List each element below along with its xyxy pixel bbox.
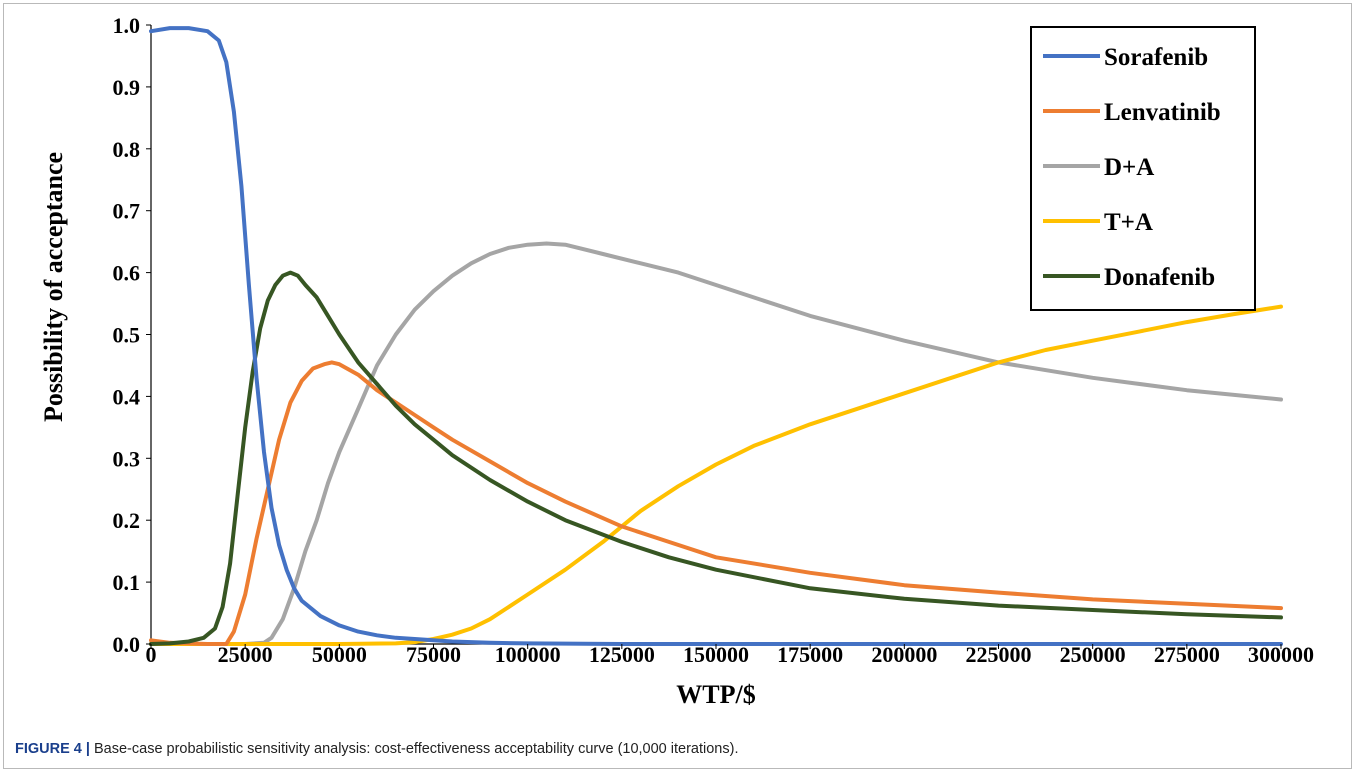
legend-label-donafenib: Donafenib — [1104, 264, 1215, 291]
y-tick-label: 0.0 — [113, 632, 141, 657]
y-tick-label: 0.5 — [113, 323, 141, 348]
x-tick-label: 150000 — [683, 642, 749, 667]
legend-label-t-a: T+A — [1104, 209, 1153, 236]
x-tick-label: 225000 — [966, 642, 1032, 667]
x-tick-label: 100000 — [495, 642, 561, 667]
y-tick-label: 0.1 — [113, 570, 141, 595]
x-tick-label: 125000 — [589, 642, 655, 667]
y-tick-label: 0.3 — [113, 446, 141, 471]
series-line-sorafenib — [149, 26, 1283, 646]
y-tick-label: 0.7 — [113, 199, 141, 224]
y-tick-label: 0.6 — [113, 261, 141, 286]
y-tick-label: 0.9 — [113, 75, 141, 100]
figure-frame — [3, 3, 1352, 769]
y-axis-title: Possibility of acceptance — [39, 152, 68, 422]
chart-series-layer — [149, 26, 1283, 646]
y-tick-label: 0.2 — [113, 508, 141, 533]
figure-caption-text: Base-case probabilistic sensitivity anal… — [89, 741, 739, 757]
x-tick-label: 200000 — [871, 642, 937, 667]
chart-ticks-layer: 0.0 0.1 0.2 0.3 0.4 0.5 0.6 0.7 0.8 0.9 1.0 0 25000 5… — [113, 13, 1315, 667]
x-tick-label: 50000 — [312, 642, 367, 667]
x-tick-label: 0 — [146, 642, 157, 667]
x-tick-label: 300000 — [1248, 642, 1314, 667]
y-tick-label: 0.8 — [113, 137, 141, 162]
series-line-lenvatinib — [149, 360, 1283, 646]
y-tick-label: 0.4 — [113, 384, 141, 409]
figure-caption: FIGURE 4 | Base-case probabilistic sensi… — [15, 741, 1335, 757]
x-tick-label: 175000 — [777, 642, 843, 667]
legend-label-d-a: D+A — [1104, 154, 1154, 181]
legend-box — [1030, 26, 1256, 311]
series-line-t-a — [149, 304, 1283, 646]
x-axis-title: WTP/$ — [676, 680, 755, 709]
series-line-d-a — [149, 241, 1283, 646]
legend-label-lenvatinib: Lenvatinib — [1104, 99, 1221, 126]
series-line-donafenib — [149, 270, 1283, 646]
y-tick-label: 1.0 — [113, 13, 141, 38]
chart-legend: Sorafenib Lenvatinib D+A T+A Donafenib — [1030, 26, 1256, 311]
x-tick-label: 250000 — [1060, 642, 1126, 667]
x-tick-label: 75000 — [406, 642, 461, 667]
legend-label-sorafenib: Sorafenib — [1104, 44, 1208, 71]
figure-label: FIGURE 4 | — [15, 741, 90, 757]
x-tick-label: 275000 — [1154, 642, 1220, 667]
x-tick-label: 25000 — [218, 642, 273, 667]
